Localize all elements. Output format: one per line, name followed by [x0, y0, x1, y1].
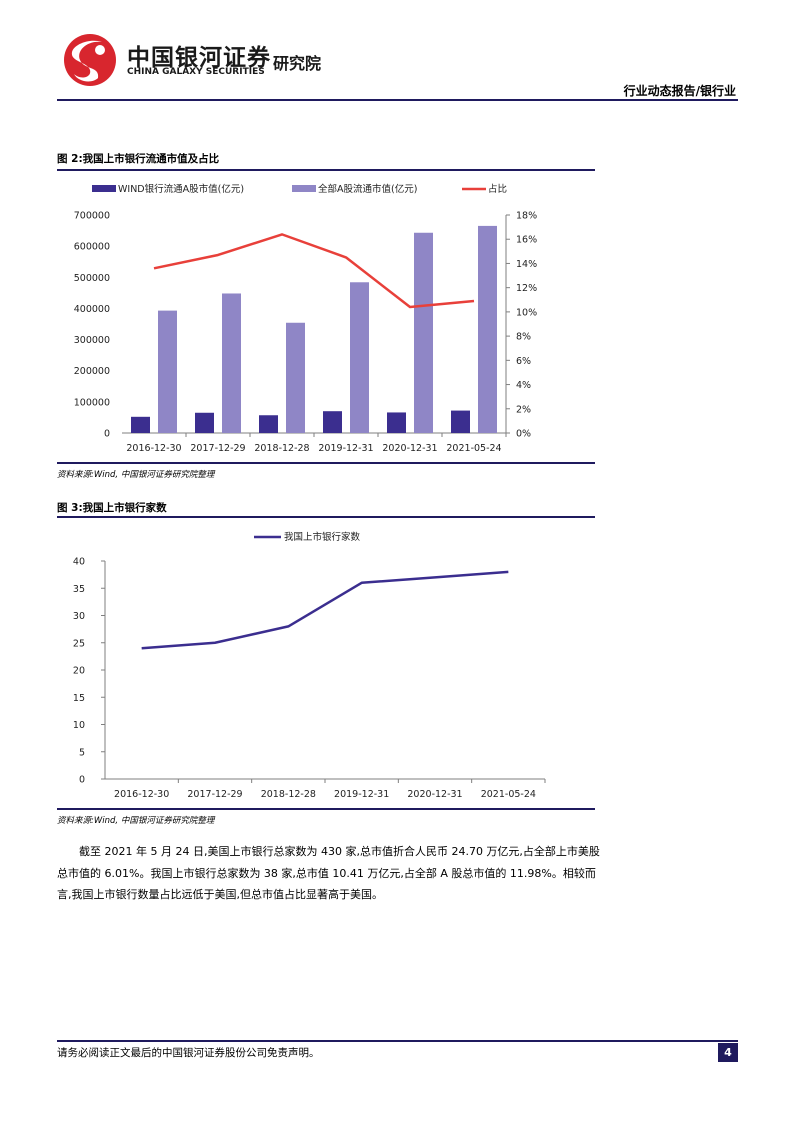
- bar-bank-float-value: [195, 412, 214, 433]
- figure2-source: 资料来源:Wind, 中国银河证券研究院整理: [57, 470, 215, 480]
- y-tick-label: 25: [73, 638, 85, 649]
- y-tick-label: 10: [73, 720, 85, 731]
- bar-bank-float-value: [387, 412, 406, 433]
- report-category: 行业动态报告/银行业: [623, 84, 736, 98]
- figure3-chart: 我国上市银行家数 0 5 10 15 20 25 30 35 40 2016-12-30 2017-1…: [73, 531, 546, 800]
- legend-label: 我国上市银行家数: [284, 531, 361, 543]
- y-right-tick-label: 2%: [516, 404, 531, 415]
- bar-bank-float-value: [451, 410, 470, 433]
- x-tick-label: 2016-12-30: [114, 789, 169, 800]
- y-left-tick-label: 100000: [74, 397, 110, 408]
- y-left-tick-label: 200000: [74, 366, 110, 377]
- y-tick-label: 15: [73, 693, 85, 704]
- x-tick-label: 2017-12-29: [190, 443, 245, 454]
- x-tick-label: 2021-05-24: [446, 443, 501, 454]
- logo-chinese-name: 中国银河证券: [127, 45, 271, 71]
- y-left-tick-label: 0: [104, 429, 110, 440]
- page-number: 4: [718, 1043, 738, 1062]
- x-tick-label: 2019-12-31: [334, 789, 389, 800]
- legend-swatch-0: [92, 185, 116, 192]
- figure2-chart: WIND银行流通A股市值(亿元) 全部A股流通市值(亿元) 占比 0 100000 200…: [74, 183, 537, 454]
- bar-bank-float-value: [323, 411, 342, 433]
- bar-all-a-share-float-value: [478, 225, 497, 433]
- x-tick-label: 2020-12-31: [382, 443, 437, 454]
- bar-all-a-share-float-value: [158, 310, 177, 433]
- figure3-source: 资料来源:Wind, 中国银河证券研究院整理: [57, 816, 215, 826]
- bar-all-a-share-float-value: [414, 232, 433, 433]
- y-right-tick-label: 0%: [516, 429, 531, 440]
- y-tick-label: 0: [79, 775, 85, 786]
- y-right-tick-label: 6%: [516, 356, 531, 367]
- figure3-top-rule: [57, 516, 595, 518]
- x-tick-label: 2019-12-31: [318, 443, 373, 454]
- legend-label-1: 全部A股流通市值(亿元): [318, 183, 417, 195]
- y-left-tick-label: 600000: [74, 242, 110, 253]
- bar-all-a-share-float-value: [350, 282, 369, 433]
- y-tick-label: 30: [73, 611, 85, 622]
- y-right-tick-label: 18%: [516, 211, 537, 222]
- legend-label-2: 占比: [488, 183, 507, 195]
- y-tick-label: 20: [73, 666, 85, 677]
- bar-bank-float-value: [131, 416, 150, 433]
- header-divider: [57, 99, 738, 101]
- y-tick-label: 35: [73, 584, 85, 595]
- x-tick-label: 2016-12-30: [126, 443, 181, 454]
- y-right-tick-label: 4%: [516, 380, 531, 391]
- figure2-bottom-rule: [57, 462, 595, 464]
- logo-english-name: CHINA GALAXY SECURITIES: [127, 67, 265, 77]
- y-left-tick-label: 400000: [74, 304, 110, 315]
- bar-all-a-share-float-value: [222, 293, 241, 433]
- figure3-title: 图 3:我国上市银行家数: [57, 502, 167, 514]
- x-tick-label: 2017-12-29: [187, 789, 242, 800]
- bank-count-line: [141, 570, 509, 650]
- y-tick-label: 40: [73, 557, 85, 568]
- legend-label-0: WIND银行流通A股市值(亿元): [118, 183, 244, 195]
- y-right-tick-label: 12%: [516, 283, 537, 294]
- figure2-title: 图 2:我国上市银行流通市值及占比: [57, 153, 220, 165]
- bar-bank-float-value: [259, 415, 278, 433]
- ratio-line: [153, 233, 475, 309]
- y-left-tick-label: 700000: [74, 211, 110, 222]
- y-left-tick-label: 500000: [74, 273, 110, 284]
- y-right-tick-label: 16%: [516, 235, 537, 246]
- footer-divider: [57, 1040, 738, 1042]
- y-right-tick-label: 8%: [516, 332, 531, 343]
- figure3-bottom-rule: [57, 808, 595, 810]
- figure2-top-rule: [57, 169, 595, 171]
- legend-swatch-1: [292, 185, 316, 192]
- bar-all-a-share-float-value: [286, 322, 305, 433]
- body-paragraph: 截至 2021 年 5 月 24 日,美国上市银行总家数为 430 家,总市值折…: [57, 845, 600, 901]
- x-tick-label: 2018-12-28: [254, 443, 309, 454]
- company-logo-icon: [64, 34, 116, 86]
- x-tick-label: 2018-12-28: [261, 789, 316, 800]
- y-left-tick-label: 300000: [74, 335, 110, 346]
- x-tick-label: 2020-12-31: [407, 789, 462, 800]
- y-tick-label: 5: [79, 747, 85, 758]
- logo-institute: 研究院: [273, 54, 322, 73]
- y-right-tick-label: 10%: [516, 307, 537, 318]
- y-right-tick-label: 14%: [516, 259, 537, 270]
- x-tick-label: 2021-05-24: [481, 789, 536, 800]
- footer-disclaimer: 请务必阅读正文最后的中国银河证券股份公司免责声明。: [57, 1047, 320, 1059]
